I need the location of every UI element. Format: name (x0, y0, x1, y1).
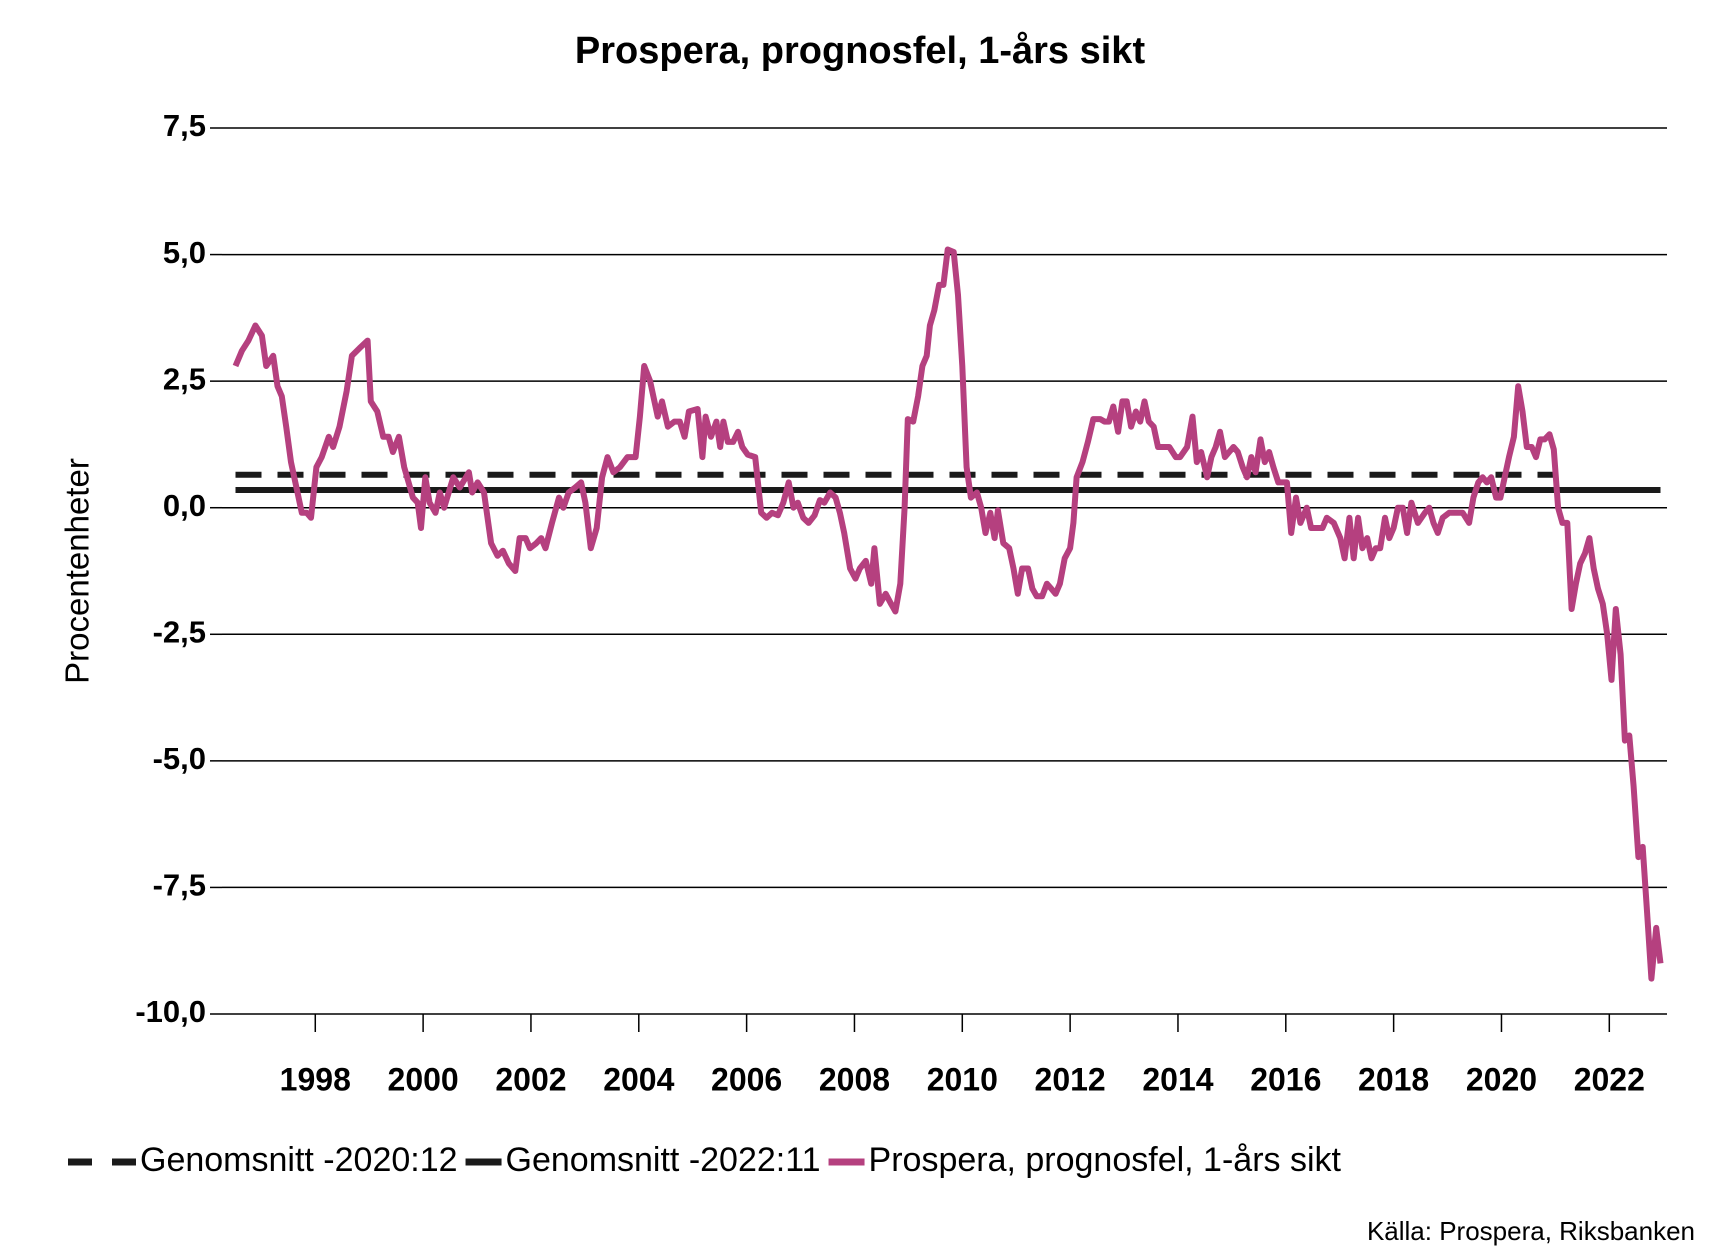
y-tick-label: -10,0 (135, 994, 206, 1029)
y-tick-label: -7,5 (153, 868, 206, 903)
x-tick-label: 2002 (495, 1061, 566, 1097)
y-axis-label: Procentenheter (59, 458, 96, 684)
chart-title: Prospera, prognosfel, 1-års sikt (575, 30, 1146, 72)
x-tick-label: 2004 (603, 1061, 674, 1097)
source-note: Källa: Prospera, Riksbanken (1367, 1216, 1695, 1246)
x-tick-label: 1998 (280, 1061, 351, 1097)
x-tick-label: 2010 (927, 1061, 998, 1097)
y-tick-label: -5,0 (153, 741, 206, 776)
y-tick-label: 2,5 (163, 361, 206, 396)
x-tick-label: 2014 (1142, 1061, 1213, 1097)
x-tick-label: 2000 (388, 1061, 459, 1097)
x-tick-label: 2016 (1250, 1061, 1321, 1097)
x-tick-label: 2018 (1358, 1061, 1429, 1097)
x-tick-label: 2008 (819, 1061, 890, 1097)
legend-label: Genomsnitt -2020:12 (140, 1141, 458, 1179)
x-tick-label: 2006 (711, 1061, 782, 1097)
y-tick-label: 7,5 (163, 108, 206, 143)
line-series (232, 246, 1664, 982)
y-tick-label: 5,0 (163, 235, 206, 270)
legend-label: Genomsnitt -2022:11 (506, 1141, 821, 1179)
legend-label: Prospera, prognosfel, 1-års sikt (869, 1141, 1342, 1179)
y-tick-label: -2,5 (153, 614, 206, 649)
x-tick-label: 2020 (1466, 1061, 1537, 1097)
y-tick-label: 0,0 (163, 488, 206, 523)
x-tick-label: 2012 (1035, 1061, 1106, 1097)
x-tick-label: 2022 (1574, 1061, 1645, 1097)
